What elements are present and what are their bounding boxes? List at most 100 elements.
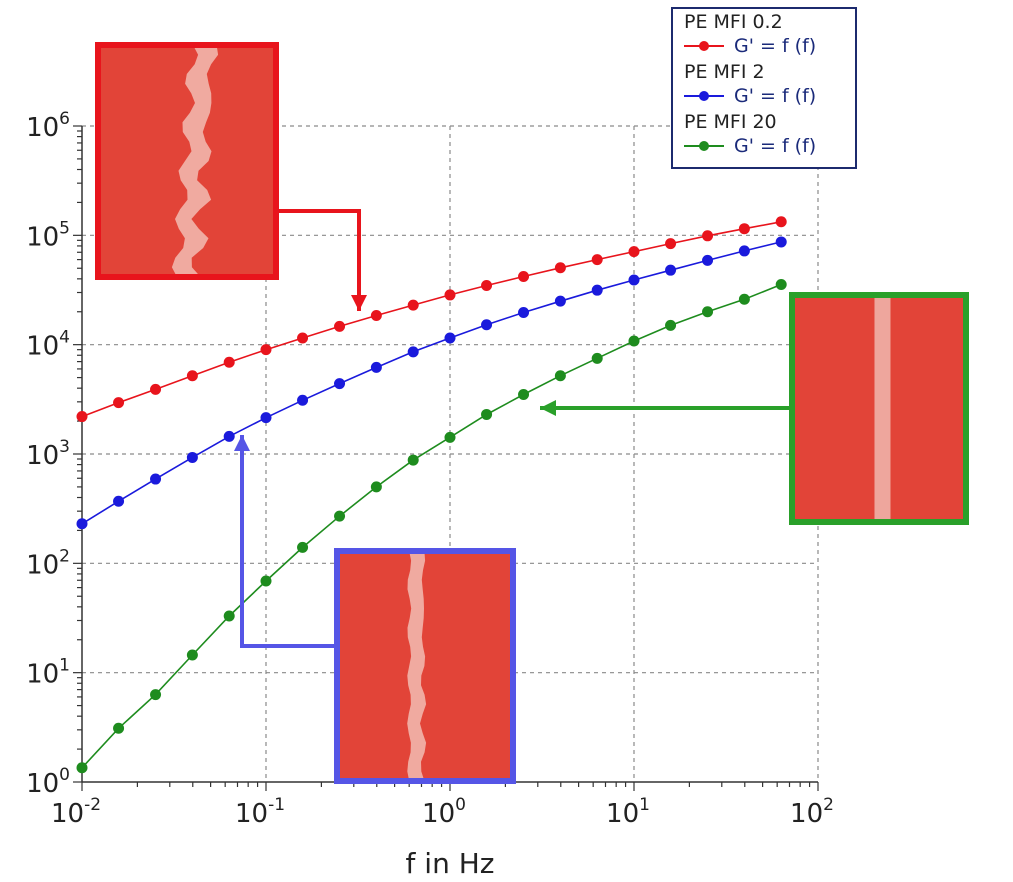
legend-group-title: PE MFI 2 — [684, 61, 765, 83]
y-tick-label: 106 — [26, 109, 70, 143]
legend-group-title: PE MFI 20 — [684, 111, 777, 133]
data-point — [775, 236, 787, 248]
data-point — [444, 431, 456, 443]
data-point — [628, 335, 640, 347]
y-tick-label: 105 — [26, 218, 70, 252]
series-3 — [76, 279, 787, 774]
data-point — [407, 346, 419, 358]
data-point — [628, 246, 640, 258]
data-point — [775, 216, 787, 228]
data-point — [407, 299, 419, 311]
legend-series-label: G' = f (f) — [734, 85, 816, 107]
data-point — [334, 510, 346, 522]
axes: 10-2 10-1 100 101 102 100 101 102 103 104 105 106 — [26, 109, 834, 829]
data-point — [186, 649, 198, 661]
x-tick-label: 10-1 — [235, 795, 285, 829]
data-point — [113, 397, 125, 409]
data-series — [76, 216, 787, 774]
data-point — [518, 271, 530, 283]
data-point — [223, 610, 235, 622]
arrow-mfi-20 — [540, 400, 792, 416]
data-point — [554, 370, 566, 382]
data-point — [738, 223, 750, 235]
data-point — [518, 389, 530, 401]
data-point — [591, 254, 603, 266]
data-point — [665, 319, 677, 331]
data-point — [591, 352, 603, 364]
x-tick-label: 100 — [422, 795, 466, 829]
data-point — [260, 575, 272, 587]
data-point — [702, 254, 714, 266]
data-point — [444, 332, 456, 344]
data-point — [518, 306, 530, 318]
arrow-head — [351, 295, 367, 311]
data-point — [481, 408, 493, 420]
data-point — [554, 295, 566, 307]
y-tick-label: 104 — [26, 328, 70, 362]
inset-photos — [95, 42, 969, 784]
x-tick-label: 10-2 — [51, 795, 101, 829]
data-point — [481, 279, 493, 291]
inset-photo-mfi-0-2 — [95, 42, 279, 280]
series-line — [81, 283, 782, 769]
data-point — [370, 361, 382, 373]
data-point — [334, 320, 346, 332]
data-point — [150, 473, 162, 485]
data-point — [702, 306, 714, 318]
arrow-mfi-2 — [234, 435, 337, 648]
x-tick-label: 101 — [606, 795, 650, 829]
data-point — [297, 541, 309, 553]
legend-series-label: G' = f (f) — [734, 135, 816, 157]
data-point — [76, 762, 88, 774]
data-point — [554, 262, 566, 274]
data-point — [297, 394, 309, 406]
data-point — [186, 370, 198, 382]
data-point — [297, 332, 309, 344]
data-point — [738, 293, 750, 305]
y-tick-label: 101 — [26, 656, 70, 690]
arrow-head — [540, 400, 556, 416]
inset-photo-mfi-2 — [334, 548, 516, 784]
inset-frame — [334, 548, 516, 784]
data-point — [150, 383, 162, 395]
data-point — [665, 264, 677, 276]
data-point — [444, 289, 456, 301]
data-point — [223, 430, 235, 442]
legend-swatch-marker — [699, 41, 709, 51]
data-point — [407, 454, 419, 466]
x-tick-label: 102 — [790, 795, 834, 829]
arrow-line — [276, 209, 361, 311]
legend: PE MFI 0.2G' = f (f)PE MFI 2G' = f (f)PE… — [671, 7, 857, 169]
y-tick-label: 103 — [26, 437, 70, 471]
y-tick-label: 102 — [26, 546, 70, 580]
data-point — [628, 274, 640, 286]
data-point — [334, 378, 346, 390]
x-axis-label: f in Hz — [406, 847, 495, 880]
data-point — [186, 451, 198, 463]
series-line — [81, 241, 782, 525]
data-point — [150, 689, 162, 701]
data-point — [481, 319, 493, 331]
inset-frame — [95, 42, 279, 280]
data-point — [113, 722, 125, 734]
y-tick-label: 100 — [26, 765, 70, 799]
data-point — [370, 481, 382, 493]
arrow-mfi-0-2 — [276, 209, 367, 311]
data-point — [223, 356, 235, 368]
data-point — [591, 284, 603, 296]
data-point — [260, 344, 272, 356]
legend-group-title: PE MFI 0.2 — [684, 11, 783, 33]
data-point — [260, 412, 272, 424]
series-line — [81, 221, 782, 418]
polymer-strand — [171, 45, 219, 277]
polymer-strand — [407, 551, 427, 781]
data-point — [702, 230, 714, 242]
data-point — [775, 279, 787, 291]
series-2 — [76, 236, 787, 530]
arrow-head — [234, 435, 250, 451]
data-point — [370, 309, 382, 321]
series-1 — [76, 216, 787, 423]
inset-photo-mfi-20 — [789, 292, 969, 525]
arrow-line — [240, 435, 337, 648]
